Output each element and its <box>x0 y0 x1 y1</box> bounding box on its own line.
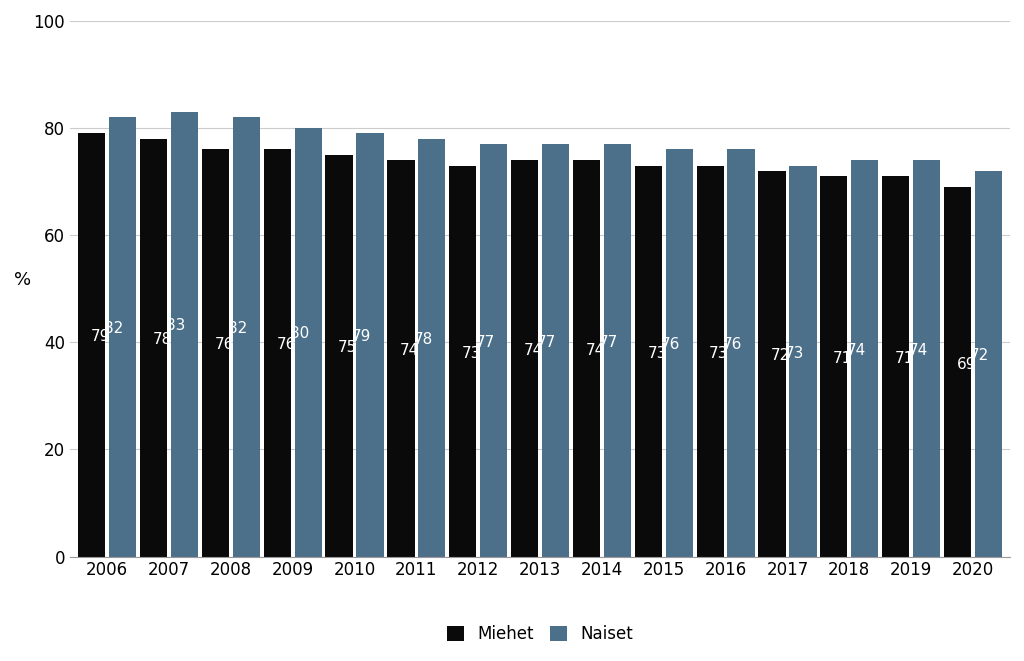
Text: 79: 79 <box>351 329 371 344</box>
Bar <box>790 165 816 557</box>
Bar <box>882 176 909 557</box>
Text: 73: 73 <box>710 346 728 361</box>
Bar <box>202 149 229 557</box>
Text: 74: 74 <box>586 343 605 358</box>
Text: 73: 73 <box>462 346 481 361</box>
Text: 76: 76 <box>660 337 680 352</box>
Bar <box>820 176 848 557</box>
Bar <box>78 134 105 557</box>
Text: 71: 71 <box>833 351 852 366</box>
Legend: Miehet, Naiset: Miehet, Naiset <box>440 619 640 650</box>
Text: 76: 76 <box>723 337 742 352</box>
Bar <box>263 149 291 557</box>
Bar <box>572 160 600 557</box>
Text: 69: 69 <box>956 357 976 372</box>
Text: 74: 74 <box>400 343 419 358</box>
Text: 76: 76 <box>214 337 233 352</box>
Y-axis label: %: % <box>14 271 31 289</box>
Bar <box>975 171 1002 557</box>
Bar <box>604 144 631 557</box>
Bar <box>295 128 322 557</box>
Text: 78: 78 <box>153 332 172 347</box>
Bar <box>913 160 940 557</box>
Bar <box>944 187 971 557</box>
Bar <box>140 139 167 557</box>
Bar <box>326 155 352 557</box>
Bar <box>171 112 198 557</box>
Bar <box>232 117 260 557</box>
Text: 75: 75 <box>338 340 357 355</box>
Bar <box>696 165 724 557</box>
Text: 82: 82 <box>228 321 247 336</box>
Text: 78: 78 <box>414 332 433 347</box>
Text: 72: 72 <box>970 348 989 364</box>
Text: 80: 80 <box>290 327 309 341</box>
Bar <box>666 149 693 557</box>
Bar <box>511 160 539 557</box>
Bar <box>109 117 136 557</box>
Bar <box>542 144 569 557</box>
Bar <box>851 160 879 557</box>
Text: 79: 79 <box>91 329 111 344</box>
Text: 72: 72 <box>771 348 791 364</box>
Text: 83: 83 <box>166 318 185 333</box>
Bar <box>356 134 384 557</box>
Bar <box>418 139 445 557</box>
Bar <box>480 144 507 557</box>
Text: 82: 82 <box>104 321 124 336</box>
Text: 77: 77 <box>599 334 618 350</box>
Text: 74: 74 <box>523 343 543 358</box>
Bar <box>450 165 476 557</box>
Bar <box>387 160 415 557</box>
Text: 77: 77 <box>475 334 495 350</box>
Text: 74: 74 <box>847 343 865 358</box>
Text: 73: 73 <box>647 346 667 361</box>
Text: 74: 74 <box>908 343 928 358</box>
Bar <box>635 165 662 557</box>
Bar <box>759 171 785 557</box>
Text: 71: 71 <box>895 351 914 366</box>
Text: 77: 77 <box>538 334 556 350</box>
Bar <box>727 149 755 557</box>
Text: 73: 73 <box>784 346 804 361</box>
Text: 76: 76 <box>276 337 296 352</box>
